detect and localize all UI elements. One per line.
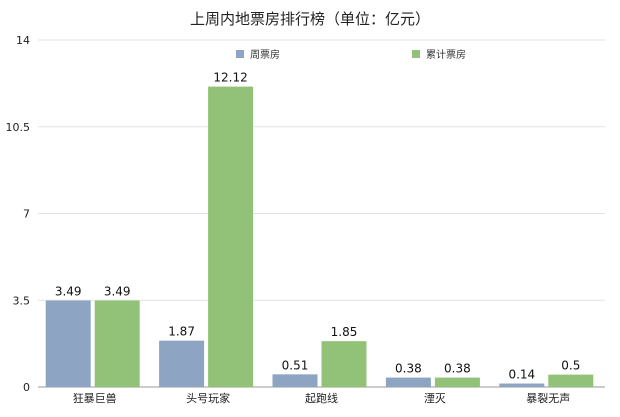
legend-label: 累计票房	[426, 48, 466, 61]
bar-cumulative	[321, 341, 367, 387]
y-tick-label: 14	[16, 34, 30, 47]
legend-label: 周票房	[250, 48, 280, 61]
bar-weekly	[159, 340, 205, 387]
bar-cumulative	[208, 86, 254, 388]
data-label: 0.38	[444, 362, 471, 376]
data-label: 12.12	[213, 71, 247, 85]
x-category-label: 狂暴巨兽	[73, 391, 117, 405]
data-label: 1.87	[168, 325, 195, 339]
data-labels: 3.49 3.49 1.87 12.12 0.51 1.85 0.38 0.38 0.14 0.5	[55, 71, 581, 382]
legend-swatch	[236, 50, 244, 58]
x-category-label: 湮灭	[424, 392, 446, 405]
data-label: 0.14	[508, 368, 535, 382]
x-category-label: 起跑线	[305, 391, 338, 405]
bar-cumulative	[548, 374, 594, 387]
y-tick-label: 0	[23, 381, 30, 394]
bars	[45, 86, 594, 388]
bar-cumulative	[434, 377, 480, 387]
x-axis-categories: 狂暴巨兽 头号玩家 起跑线 湮灭 暴裂无声	[73, 391, 571, 405]
data-label: 1.85	[331, 325, 358, 339]
bar-weekly	[272, 374, 318, 387]
x-category-label: 头号玩家	[186, 391, 230, 405]
bar-cumulative	[94, 300, 140, 387]
legend-swatch	[412, 50, 420, 58]
data-label: 0.38	[395, 362, 422, 376]
legend: 周票房 累计票房	[236, 48, 466, 61]
data-label: 0.51	[282, 358, 309, 372]
data-label: 0.5	[561, 359, 580, 373]
y-tick-label: 10.5	[6, 121, 31, 134]
data-label: 3.49	[104, 284, 131, 298]
chart-title: 上周内地票房排行榜（单位：亿元）	[190, 10, 430, 28]
x-category-label: 暴裂无声	[526, 391, 570, 405]
bar-weekly	[385, 377, 431, 387]
bar-weekly	[45, 300, 91, 387]
y-tick-label: 3.5	[13, 294, 31, 307]
data-label: 3.49	[55, 284, 82, 298]
bar-weekly	[499, 383, 545, 387]
y-axis-ticks: 0 3.5 7 10.5 14	[6, 34, 31, 394]
y-tick-label: 7	[23, 208, 30, 221]
